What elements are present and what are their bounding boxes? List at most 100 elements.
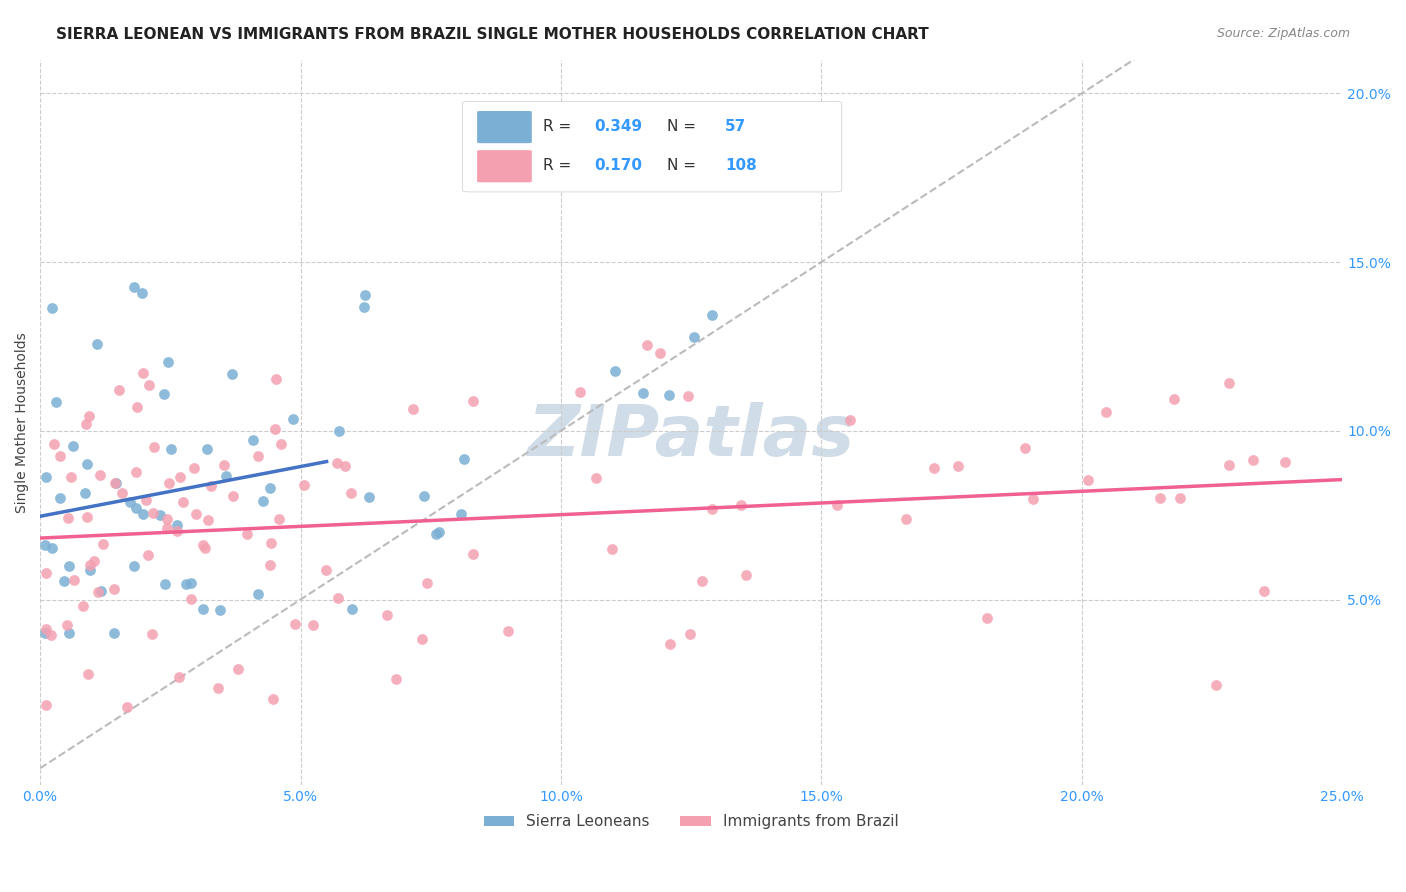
Point: [59, 470, 82, 484]
Point: [259, 558, 281, 572]
Point: [105, 475, 128, 490]
Point: [166, 518, 188, 533]
Point: [252, 494, 274, 508]
Point: [648, 345, 671, 359]
Point: [125, 500, 148, 515]
Point: [401, 402, 423, 417]
Point: [246, 449, 269, 463]
Point: [160, 442, 183, 457]
Point: [77, 409, 100, 423]
Point: [585, 471, 607, 485]
Point: [359, 490, 381, 504]
Point: [58, 559, 80, 574]
Point: [149, 508, 172, 522]
Point: [79, 558, 101, 572]
Point: [1022, 492, 1045, 507]
Point: [264, 372, 287, 386]
Point: [35, 566, 58, 581]
Point: [1218, 376, 1240, 390]
Point: [946, 459, 969, 474]
Point: [284, 617, 307, 632]
Point: [125, 400, 148, 414]
Point: [411, 632, 433, 646]
Point: [1170, 491, 1192, 505]
Point: [166, 524, 188, 538]
Point: [340, 601, 363, 615]
Point: [208, 603, 231, 617]
Point: [103, 582, 125, 596]
Point: [200, 479, 222, 493]
Point: [41, 541, 63, 555]
Point: [326, 591, 349, 605]
Point: [976, 611, 998, 625]
Point: [143, 440, 166, 454]
Point: [89, 468, 111, 483]
Point: [118, 495, 141, 509]
Point: [302, 618, 325, 632]
Point: [658, 637, 681, 651]
Point: [45, 395, 67, 409]
Point: [1014, 442, 1036, 456]
Point: [132, 507, 155, 521]
Point: [328, 424, 350, 438]
Point: [461, 547, 484, 561]
Point: [156, 521, 179, 535]
Point: [111, 486, 134, 500]
Point: [58, 626, 80, 640]
Point: [1241, 453, 1264, 467]
Point: [825, 498, 848, 512]
Point: [569, 385, 592, 400]
Point: [125, 465, 148, 479]
Point: [315, 563, 337, 577]
Point: [34, 538, 56, 552]
Point: [425, 527, 447, 541]
Point: [142, 506, 165, 520]
Point: [679, 626, 702, 640]
Point: [122, 279, 145, 293]
Point: [72, 599, 94, 614]
Point: [894, 512, 917, 526]
Point: [86, 337, 108, 351]
Point: [1077, 473, 1099, 487]
Point: [212, 458, 235, 472]
Point: [76, 457, 98, 471]
Point: [453, 452, 475, 467]
Point: [35, 698, 58, 712]
Point: [56, 510, 79, 524]
Point: [91, 537, 114, 551]
Point: [1163, 392, 1185, 406]
Point: [333, 458, 356, 473]
Point: [131, 285, 153, 300]
Point: [215, 468, 238, 483]
Point: [676, 389, 699, 403]
Point: [1095, 405, 1118, 419]
Point: [226, 662, 249, 676]
Point: [427, 525, 450, 540]
Point: [1274, 455, 1296, 469]
Point: [155, 576, 177, 591]
Point: [135, 493, 157, 508]
Text: SIERRA LEONEAN VS IMMIGRANTS FROM BRAZIL SINGLE MOTHER HOUSEHOLDS CORRELATION CH: SIERRA LEONEAN VS IMMIGRANTS FROM BRAZIL…: [56, 27, 929, 42]
Y-axis label: Single Mother Households: Single Mother Households: [15, 332, 30, 513]
Point: [259, 481, 281, 495]
Point: [658, 388, 681, 402]
Legend: Sierra Leoneans, Immigrants from Brazil: Sierra Leoneans, Immigrants from Brazil: [478, 808, 905, 836]
Point: [247, 587, 270, 601]
Point: [262, 692, 284, 706]
Point: [131, 366, 153, 380]
Point: [180, 592, 202, 607]
Point: [87, 585, 110, 599]
Point: [76, 510, 98, 524]
Point: [270, 437, 292, 451]
Point: [157, 476, 180, 491]
Point: [683, 330, 706, 344]
Point: [690, 574, 713, 588]
Point: [496, 624, 519, 639]
Point: [34, 626, 56, 640]
Point: [267, 512, 290, 526]
Point: [136, 548, 159, 562]
Point: [41, 301, 63, 315]
Point: [83, 553, 105, 567]
Point: [207, 681, 229, 695]
Point: [636, 337, 658, 351]
